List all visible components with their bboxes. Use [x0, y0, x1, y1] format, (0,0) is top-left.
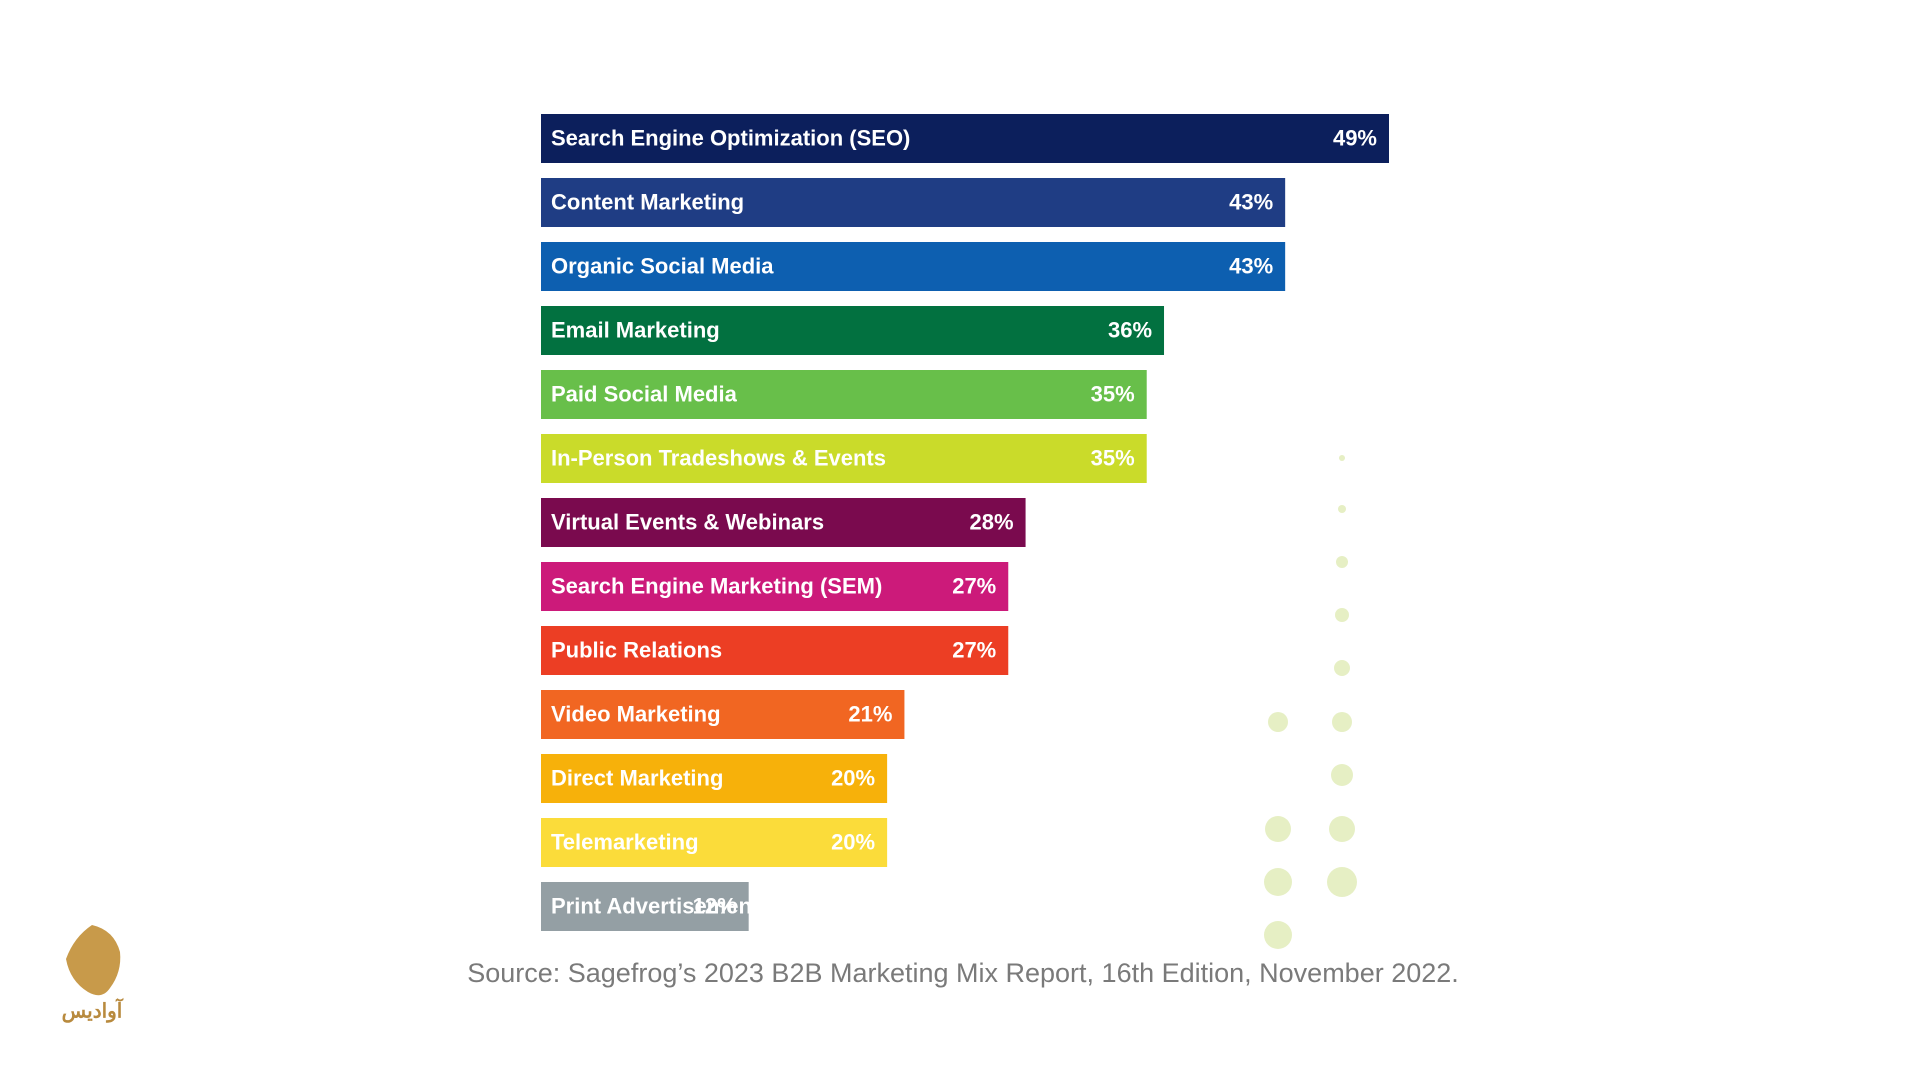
value-label: 21% — [848, 701, 892, 726]
category-label: In-Person Tradeshows & Events — [551, 445, 886, 470]
category-label: Virtual Events & Webinars — [551, 509, 824, 534]
bar — [541, 306, 1165, 355]
category-label: Search Engine Marketing (SEM) — [551, 573, 882, 598]
bar — [541, 754, 888, 803]
bar — [541, 562, 1009, 611]
category-label: Search Engine Optimization (SEO) — [551, 125, 910, 150]
bar — [541, 370, 1147, 419]
bar — [541, 114, 1389, 163]
value-label: 27% — [952, 573, 996, 598]
logo-icon — [66, 925, 121, 996]
value-label: 12% — [693, 893, 737, 918]
value-label: 35% — [1091, 445, 1135, 470]
value-label: 43% — [1229, 189, 1273, 214]
value-label: 36% — [1108, 317, 1152, 342]
bar — [541, 242, 1286, 291]
decorative-dots — [1264, 455, 1357, 949]
bar — [541, 434, 1147, 483]
category-label: Direct Marketing — [551, 765, 723, 790]
value-label: 35% — [1091, 381, 1135, 406]
source-note: Source: Sagefrog’s 2023 B2B Marketing Mi… — [467, 958, 1459, 988]
category-label: Public Relations — [551, 637, 722, 662]
bar — [541, 818, 888, 867]
value-label: 20% — [831, 829, 875, 854]
category-label: Email Marketing — [551, 317, 720, 342]
value-label: 43% — [1229, 253, 1273, 278]
bar — [541, 626, 1009, 675]
value-label: 20% — [831, 765, 875, 790]
logo-text: آوادیس — [62, 997, 124, 1023]
bar — [541, 498, 1026, 547]
category-label: Telemarketing — [551, 829, 699, 854]
category-label: Content Marketing — [551, 189, 744, 214]
bar — [541, 690, 905, 739]
category-label: Video Marketing — [551, 701, 721, 726]
logo: آوادیس — [62, 925, 124, 1023]
bar — [541, 178, 1286, 227]
category-label: Print Advertisements — [551, 893, 771, 918]
bar — [541, 882, 749, 931]
category-label: Paid Social Media — [551, 381, 738, 406]
value-label: 49% — [1333, 125, 1377, 150]
value-label: 27% — [952, 637, 996, 662]
value-label: 28% — [970, 509, 1014, 534]
category-label: Organic Social Media — [551, 253, 774, 278]
